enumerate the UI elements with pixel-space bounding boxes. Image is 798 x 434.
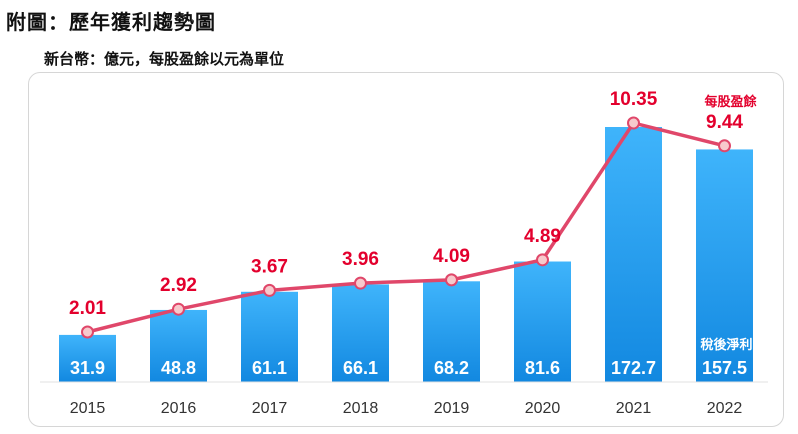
x-ticks-layer: 2015 2016 2017 2018 2019 2020 2021 2022 — [70, 400, 743, 417]
net-profit-bar-2018 — [332, 284, 389, 382]
x-tick-2016: 2016 — [161, 400, 197, 417]
x-tick-2017: 2017 — [252, 400, 288, 417]
eps-label-2017: 3.67 — [251, 256, 288, 277]
x-tick-2022: 2022 — [707, 400, 743, 417]
net-profit-label-2017: 61.1 — [252, 358, 287, 378]
eps-point-2016 — [172, 302, 185, 316]
page-title: 附圖：歷年獲利趨勢圖 — [6, 10, 216, 34]
net-profit-label-2019: 68.2 — [434, 358, 469, 378]
bars-layer — [59, 127, 753, 382]
net-profit-label-2016: 48.8 — [161, 358, 196, 378]
eps-line — [87, 121, 725, 334]
net-profit-label-2020: 81.6 — [525, 358, 560, 378]
x-tick-2019: 2019 — [434, 400, 470, 417]
eps-point-2022 — [718, 139, 731, 153]
eps-point-2017 — [263, 283, 276, 297]
x-tick-2018: 2018 — [343, 400, 379, 417]
eps-line-layer — [81, 116, 731, 339]
eps-series-name: 每股盈餘 — [704, 94, 757, 110]
net-profit-label-2015: 31.9 — [70, 358, 105, 378]
unit-subtitle: 新台幣：億元，每股盈餘以元為單位 — [44, 50, 285, 68]
net-profit-bar-2019 — [423, 281, 480, 382]
eps-label-2018: 3.96 — [342, 249, 379, 270]
eps-label-2022: 9.44 — [706, 112, 743, 133]
x-tick-2020: 2020 — [525, 400, 561, 417]
net-profit-label-2018: 66.1 — [343, 358, 378, 378]
net-profit-bar-2021 — [605, 127, 662, 382]
x-tick-2015: 2015 — [70, 400, 106, 417]
net-profit-label-2022: 157.5 — [702, 358, 747, 378]
eps-point-2021 — [627, 116, 640, 130]
eps-point-2019 — [445, 273, 458, 287]
net-profit-label-2021: 172.7 — [611, 358, 656, 378]
eps-label-2015: 2.01 — [69, 298, 106, 319]
x-tick-2021: 2021 — [616, 400, 652, 417]
bar-labels-layer: 31.9 48.8 61.1 66.1 68.2 81.6 172.7 157.5 — [70, 358, 747, 378]
net-profit-bar-2016 — [150, 309, 207, 382]
eps-point-2020 — [536, 253, 549, 267]
eps-point-2018 — [354, 276, 367, 290]
eps-label-2021: 10.35 — [610, 89, 658, 110]
net-profit-bar-2020 — [514, 261, 571, 382]
net-profit-bar-2017 — [241, 291, 298, 382]
eps-label-2016: 2.92 — [160, 275, 197, 296]
eps-labels-layer: 2.01 2.92 3.67 3.96 4.09 4.89 10.35 9.44 — [69, 89, 743, 319]
eps-label-2019: 4.09 — [433, 246, 470, 267]
net-profit-bar-2015 — [59, 334, 116, 382]
net-profit-bar-2022 — [696, 149, 753, 382]
eps-point-2015 — [81, 325, 94, 339]
eps-label-2020: 4.89 — [524, 226, 561, 247]
net-profit-series-name: 稅後淨利 — [700, 337, 752, 353]
